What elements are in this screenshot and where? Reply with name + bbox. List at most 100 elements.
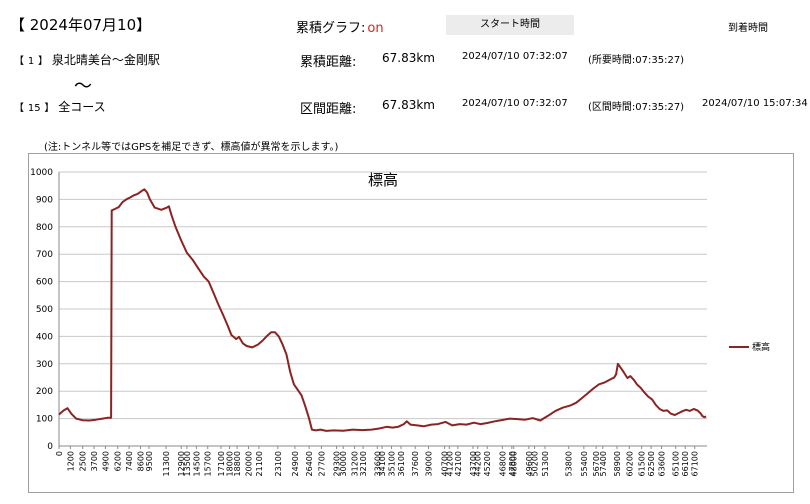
section-name: 全コース: [58, 100, 106, 114]
section-name: 泉北晴美台～金剛駅: [51, 53, 160, 67]
x-tick-label: 26400: [305, 451, 314, 476]
x-tick-label: 56700: [592, 451, 601, 476]
x-tick-label: 51300: [541, 451, 550, 476]
section-number: 1: [27, 56, 35, 67]
start-time-button[interactable]: スタート時間: [446, 15, 574, 35]
x-tick-label: 0: [55, 451, 64, 456]
x-tick-label: 23100: [274, 451, 283, 476]
gps-note: (注:トンネル等ではGPSを補足できず、標高値が異常を示します。): [44, 142, 339, 153]
x-tick-label: 66100: [681, 451, 690, 476]
legend-label: 標高: [752, 341, 770, 353]
section-number: 15: [27, 103, 41, 114]
x-tick-label: 3700: [90, 451, 99, 471]
x-tick-label: 60200: [625, 451, 634, 476]
y-tick-label: 600: [36, 278, 53, 288]
cumulative-distance-value: 67.83km: [382, 51, 435, 65]
elevation-chart: 0 100 200 300 400 500 600 700 800 900 1000 0 1200 250…: [28, 153, 794, 493]
x-tick-label: 20000: [244, 451, 253, 476]
arrival-timestamp: 2024/07/10 15:07:34: [702, 98, 808, 109]
x-tick-label: 7400: [125, 451, 134, 471]
x-tick-label: 9500: [145, 451, 154, 471]
x-tick-label: 24900: [291, 451, 300, 476]
x-tick-label: 40700: [441, 451, 450, 476]
x-tick-label: 2500: [79, 451, 88, 471]
x-tick-label: 6200: [114, 451, 123, 471]
x-tick-label: 55400: [580, 451, 589, 476]
x-tick-label: 15700: [204, 451, 213, 476]
section-distance-value: 67.83km: [382, 98, 435, 112]
x-tick-label: 44200: [474, 451, 483, 476]
x-tick-label: 43700: [469, 451, 478, 476]
required-duration: (所要時間:07:35:27): [588, 55, 685, 66]
x-tick-label: 4900: [101, 451, 110, 471]
y-tick-label: 500: [36, 305, 53, 315]
y-tick-label: 800: [36, 223, 53, 233]
series-line-elevation: [58, 188, 707, 432]
x-tick-label: 57400: [599, 451, 608, 476]
y-tick-label: 200: [36, 387, 53, 397]
x-tick-label: 8600: [136, 451, 145, 471]
x-tick-label: 41200: [445, 451, 454, 476]
x-tick-label: 42100: [454, 451, 463, 476]
x-tick-label: 63600: [658, 451, 667, 476]
y-tick-label: 300: [36, 360, 53, 370]
x-tick-label: 1200: [66, 451, 75, 471]
x-tick-label: 53800: [565, 451, 574, 476]
x-tick-label: 18800: [233, 451, 242, 476]
section-to: 【 15 】 全コース: [14, 98, 106, 115]
x-tick-label: 49600: [525, 451, 534, 476]
x-tick-label: 37600: [411, 451, 420, 476]
x-tick-label: 46800: [498, 451, 507, 476]
x-tick-label: 17100: [217, 451, 226, 476]
x-tick-label: 30000: [339, 451, 348, 476]
section-duration: (区間時間:07:35:27): [588, 102, 685, 113]
x-tick-label: 29300: [333, 451, 342, 476]
date-title: 【 2024年07月10】: [10, 16, 152, 34]
bracket-close: 】: [44, 103, 55, 114]
x-tick-label: 18000: [226, 451, 235, 476]
start-timestamp: 2024/07/10 07:32:07: [462, 51, 568, 62]
x-tick-label: 21100: [255, 451, 264, 476]
y-tick-label: 400: [36, 332, 53, 342]
section-from: 【 1 】 泉北晴美台～金剛駅: [14, 51, 160, 68]
x-tick-label: 39000: [424, 451, 433, 476]
bracket-close: 】: [38, 56, 49, 67]
x-tick-label: 14500: [192, 451, 201, 476]
x-tick-label: 36100: [397, 451, 406, 476]
x-tick-label: 27700: [317, 451, 326, 476]
x-tick-label: 45200: [483, 451, 492, 476]
section-distance-label: 区間距離:: [300, 102, 357, 117]
x-tick-label: 50200: [531, 451, 540, 476]
x-tick-label: 62500: [647, 451, 656, 476]
chart-title: 標高: [368, 171, 398, 189]
x-tick-label: 13500: [183, 451, 192, 476]
y-tick-label: 100: [36, 415, 53, 425]
x-tick-label: 33600: [373, 451, 382, 476]
x-tick-label: 65100: [672, 451, 681, 476]
y-tick-label: 900: [36, 195, 53, 205]
cumulative-distance-label: 累積距離:: [300, 55, 357, 70]
section-start-timestamp: 2024/07/10 07:32:07: [462, 98, 568, 109]
y-tick-label: 700: [36, 250, 53, 260]
y-tick-label: 0: [47, 442, 53, 452]
x-tick-label: 35100: [388, 451, 397, 476]
cumulative-graph-toggle[interactable]: on: [367, 21, 384, 36]
x-tick-label: 34100: [378, 451, 387, 476]
x-tick-label: 58900: [613, 451, 622, 476]
x-tick-label: 61500: [638, 451, 647, 476]
x-tick-label: 11300: [162, 451, 171, 476]
x-tick-label: 67100: [691, 451, 700, 476]
bracket-open: 【: [14, 103, 24, 114]
x-tick-label: 12900: [177, 451, 186, 476]
x-tick-label: 32100: [359, 451, 368, 476]
cumulative-graph-label-text: 累積グラフ:: [296, 21, 366, 36]
range-tilde: ～: [74, 76, 92, 97]
y-tick-label: 1000: [30, 168, 53, 178]
arrival-time-label: 到着時間: [728, 23, 768, 34]
x-tick-label: 48000: [510, 451, 519, 476]
bracket-open: 【: [14, 56, 24, 67]
x-tick-label: 47800: [508, 451, 517, 476]
x-tick-label: 31200: [351, 451, 360, 476]
cumulative-graph-label: 累積グラフ: on: [296, 17, 384, 36]
